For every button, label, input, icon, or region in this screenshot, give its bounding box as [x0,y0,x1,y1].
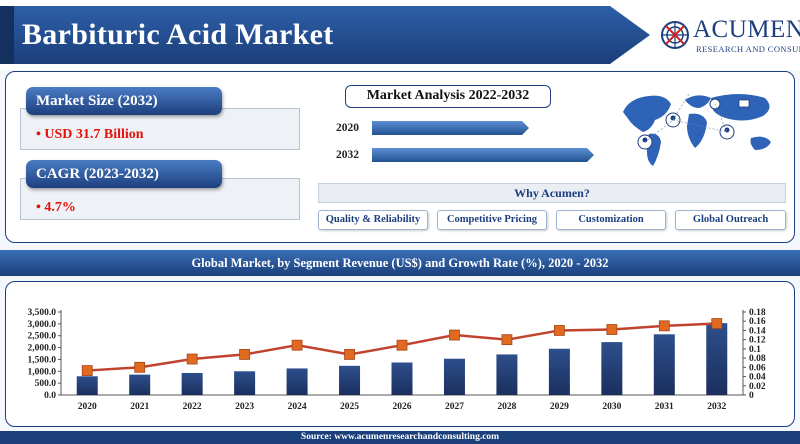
growth-rate-marker [81,365,93,376]
revenue-bar [234,371,256,395]
why-competitive-pricing-button[interactable]: Competitive Pricing [437,210,547,230]
acumen-logo[interactable]: ACUMEN RESEARCH AND CONSULTING [660,14,800,58]
y-left-tick-label: 1,000.0 [28,367,57,377]
growth-rate-marker [501,334,513,346]
x-tick-label: 2031 [655,402,674,412]
revenue-bar [601,342,623,395]
y-right-tick-label: 0.18 [749,308,766,318]
year-bar-end [372,148,594,162]
cagr-label: CAGR (2023-2032) [26,160,222,188]
header: Barbituric Acid Market ACUMEN RESEARCH A… [0,0,800,70]
year-bar-start [372,121,529,135]
x-tick-label: 2024 [288,402,307,412]
logo-tagline: RESEARCH AND CONSULTING [696,44,800,54]
y-right-tick-label: 0.16 [749,317,766,327]
growth-rate-marker [291,339,303,351]
revenue-bar [129,374,151,395]
revenue-bar [653,334,675,395]
revenue-bar [76,376,98,395]
x-tick-label: 2022 [183,402,202,412]
page-title: Barbituric Acid Market [22,18,334,51]
revenue-bar [443,358,465,395]
x-tick-label: 2023 [235,402,254,412]
logo-emblem-icon [661,21,689,49]
growth-rate-marker [553,325,565,336]
x-tick-label: 2021 [130,402,149,412]
x-tick-label: 2028 [497,402,516,412]
revenue-growth-chart: 0.0 500.0 1,000.0 1,500.02,000.0 2,500.0 3,00… [28,308,766,412]
y-left-tick-label: 500.0 [35,379,57,389]
title-ribbon-accent [0,6,14,64]
y-right-tick-label: 0.08 [749,354,766,364]
x-tick-label: 2026 [393,402,412,412]
y-left-tick-label: 2,000.0 [28,344,57,354]
y-right-tick-label: 0.12 [749,336,766,346]
growth-rate-marker [606,324,618,335]
chart-section-title: Global Market, by Segment Revenue (US$) … [0,250,800,276]
revenue-bar [391,362,413,395]
year-label-end: 2032 [336,149,359,161]
cagr-value: • 4.7% [36,200,76,215]
y-right-tick-label: 0.1 [749,345,761,355]
growth-rate-marker [711,318,723,329]
x-tick-label: 2020 [78,402,97,412]
why-acumen-heading: Why Acumen? [318,183,786,203]
y-right-tick-label: 0 [749,391,754,401]
growth-rate-marker [449,329,460,341]
y-right-tick-label: 0.04 [749,373,766,383]
revenue-bar [339,365,361,395]
x-tick-label: 2025 [340,402,359,412]
why-global-outreach-button[interactable]: Global Outreach [675,210,786,230]
y-left-tick-label: 2,500.0 [28,332,57,342]
revenue-bar [496,354,518,395]
x-tick-label: 2032 [707,402,726,412]
y-right-tick-label: 0.02 [749,382,766,392]
chart-panel: 0.0 500.0 1,000.0 1,500.0 2,000.0 2,500.0 3,00… [5,281,795,427]
growth-rate-marker [658,320,670,332]
year-label-start: 2020 [336,122,359,134]
market-size-value: • USD 31.7 Billion [36,127,144,142]
y-left-tick-label: 3,500.0 [28,308,57,318]
title-ribbon [0,6,650,64]
x-tick-label: 2029 [550,402,569,412]
logo-wordmark: ACUMEN [693,16,800,43]
growth-rate-marker [134,361,146,373]
x-tick-label: 2027 [445,402,464,412]
growth-rate-marker [239,349,251,360]
why-quality-reliability-button[interactable]: Quality & Reliability [318,210,428,230]
market-analysis-title: Market Analysis 2022-2032 [345,85,551,108]
y-left-tick-label: 0.0 [44,391,56,401]
growth-rate-marker [186,353,198,365]
world-map-icon [623,93,771,166]
y-right-tick-label: 0.14 [749,326,766,336]
market-size-label: Market Size (2032) [26,87,222,115]
growth-rate-marker [396,339,408,351]
revenue-bar [181,372,203,395]
y-left-tick-label: 3,000.0 [28,320,57,330]
revenue-bar [286,368,308,395]
y-left-tick-label: 1,500.0 [28,355,57,365]
source-footer: Source: www.acumenresearchandconsulting.… [0,431,800,444]
y-right-tick-label: 0.06 [749,363,766,373]
x-tick-label: 2030 [602,402,621,412]
revenue-bar [548,348,570,395]
why-customization-button[interactable]: Customization [556,210,666,230]
growth-rate-marker [344,349,355,360]
revenue-bar [706,323,728,395]
